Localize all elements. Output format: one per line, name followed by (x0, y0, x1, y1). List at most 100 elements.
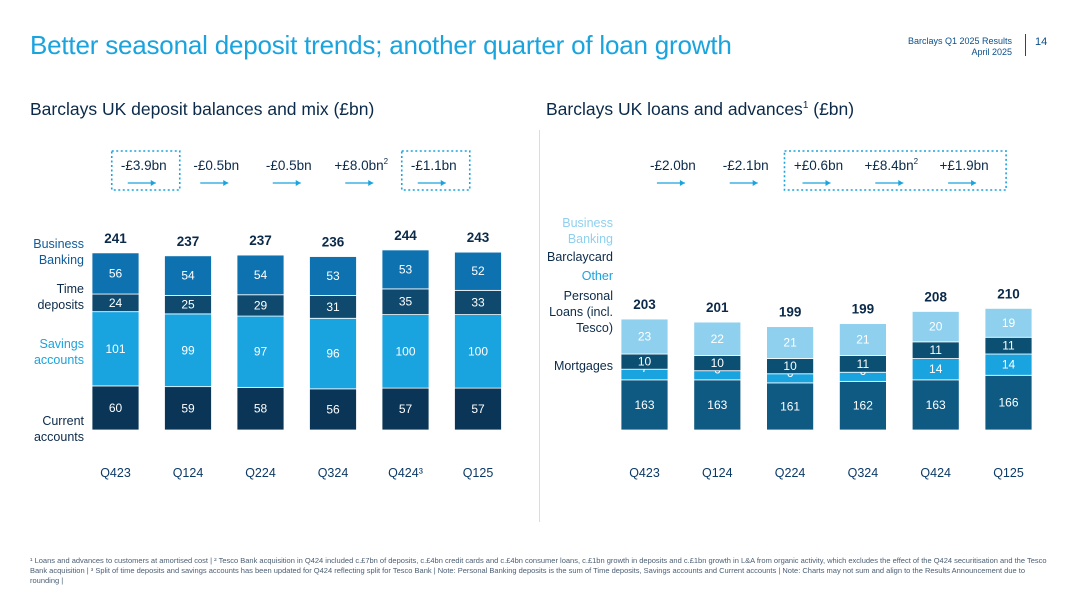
change-label: +£8.4bn2 (864, 157, 918, 173)
bar-segment (236, 254, 285, 296)
legend-label: Loans (incl. (549, 305, 613, 319)
category-label: Q125 (993, 466, 1024, 480)
legend-label: Personal (564, 289, 613, 303)
bar-value-label: 52 (471, 264, 485, 278)
report-name: Barclays Q1 2025 Results (907, 36, 1012, 46)
bar-value-label: 10 (783, 359, 797, 373)
bar-total-label: 241 (104, 231, 127, 246)
bar-value-label: 101 (105, 342, 125, 356)
change-sup: 2 (914, 157, 919, 166)
change-label: -£0.5bn (193, 158, 239, 173)
report-info: Barclays Q1 2025 Results April 2025 (908, 36, 1012, 58)
bar-value-label: 21 (783, 336, 797, 350)
change-arrow-head (440, 180, 446, 186)
change-label: -£2.1bn (723, 158, 769, 173)
bar-total-label: 199 (852, 302, 875, 317)
change-arrow-head (898, 180, 904, 186)
bar-value-label: 11 (1002, 339, 1015, 353)
bar-value-label: 11 (857, 357, 870, 371)
bar-segment (911, 311, 960, 343)
bar-value-label: 97 (254, 345, 268, 359)
loans-chart-title: Barclays UK loans and advances1 (£bn) (546, 99, 854, 120)
change-label: +£0.6bn (794, 158, 843, 173)
loans-title-sup: 1 (802, 100, 809, 112)
bar-value-label: 163 (926, 398, 946, 412)
bar-segment (911, 379, 960, 431)
bar-value-label: 53 (326, 269, 340, 283)
highlight-box (400, 150, 471, 191)
change-label: -£1.1bn (411, 158, 457, 173)
bar-value-label: 29 (254, 298, 268, 312)
loans-title-text: Barclays UK loans and advances (546, 99, 803, 119)
bar-value-label: 11 (929, 343, 942, 357)
change-label: +£1.9bn (940, 158, 989, 173)
bar-value-label: 56 (326, 402, 340, 416)
bar-segment (381, 249, 430, 290)
bar-segment (984, 374, 1033, 431)
bar-value-label: 14 (1002, 358, 1016, 372)
bar-value-label: 100 (468, 344, 488, 358)
bar-value-label: 25 (181, 298, 195, 312)
legend-label: Tesco) (576, 321, 613, 335)
change-arrow-head (223, 180, 229, 186)
bar-value-label: 53 (399, 262, 413, 276)
bar-total-label: 244 (394, 228, 417, 243)
bar-total-label: 210 (997, 286, 1020, 301)
bar-segment (984, 307, 1033, 338)
bar-segment (838, 323, 887, 356)
chart-divider (539, 130, 540, 522)
category-label: Q423 (100, 466, 131, 480)
loans-chart: 16371023203Q42316361022201Q1241616102119… (547, 150, 1033, 480)
change-label: -£2.0bn (650, 158, 696, 173)
bar-total-label: 243 (467, 230, 490, 245)
bar-total-label: 208 (924, 289, 947, 304)
bar-segment (766, 382, 815, 431)
report-date: April 2025 (971, 47, 1012, 57)
highlight-box (110, 150, 181, 191)
bar-segment (309, 317, 357, 390)
legend-label: Other (582, 269, 613, 283)
bar-segment (91, 311, 140, 387)
bar-value-label: 24 (109, 296, 123, 310)
change-label: -£3.9bn (121, 158, 167, 173)
page-title: Better seasonal deposit trends; another … (30, 30, 732, 60)
bar-total-label: 201 (706, 300, 729, 315)
category-label: Q224 (245, 466, 276, 480)
bar-segment (309, 388, 357, 431)
bar-segment (620, 379, 669, 431)
change-arrow-head (368, 180, 374, 186)
bar-segment (766, 326, 815, 359)
bar-segment (381, 387, 430, 431)
bar-segment (620, 318, 669, 355)
bar-value-label: 166 (998, 396, 1018, 410)
bar-segment (454, 314, 502, 389)
bar-segment (164, 255, 212, 296)
bar-segment (454, 387, 502, 431)
category-label: Q423 (629, 466, 660, 480)
bar-segment (381, 314, 430, 389)
bar-value-label: 162 (853, 399, 873, 413)
bar-value-label: 60 (109, 401, 123, 415)
bar-value-label: 35 (399, 295, 413, 309)
bar-value-label: 54 (181, 269, 195, 283)
legend-label: Barclaycard (547, 250, 613, 264)
bar-segment (381, 288, 430, 316)
bar-value-label: 14 (929, 362, 943, 376)
change-sup: 2 (384, 157, 389, 166)
bar-value-label: 161 (780, 399, 800, 413)
bar-segment (91, 252, 140, 295)
change-label: -£0.5bn (266, 158, 312, 173)
bar-total-label: 203 (633, 297, 656, 312)
bar-value-label: 10 (711, 356, 725, 370)
change-arrow-head (150, 180, 156, 186)
bar-segment (693, 321, 742, 356)
bar-total-label: 199 (779, 305, 802, 320)
category-label: Q424 (920, 466, 951, 480)
bar-value-label: 23 (638, 330, 652, 344)
bar-value-label: 10 (638, 355, 652, 369)
bar-value-label: 163 (707, 398, 727, 412)
legend-label: Business (33, 237, 84, 251)
loans-title-suffix: (£bn) (808, 99, 855, 119)
bar-value-label: 54 (254, 268, 268, 282)
bar-segment (693, 379, 742, 431)
